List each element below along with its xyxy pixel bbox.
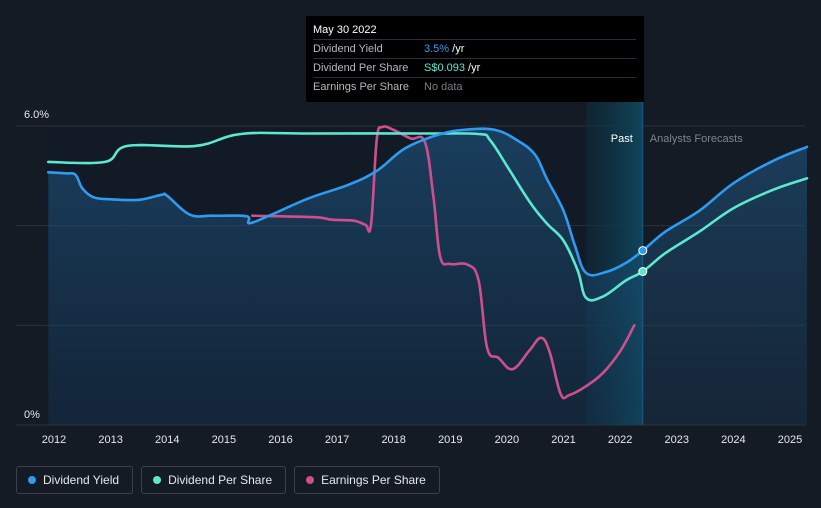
series-line-earnings-per-share (250, 125, 636, 400)
x-tick-label: 2015 (212, 434, 236, 446)
x-tick-label: 2013 (98, 434, 122, 446)
tooltip-value-number: 3.5% (424, 43, 450, 55)
legend-label: Dividend Per Share (168, 473, 273, 487)
past-label: Past (611, 133, 633, 145)
x-tick-label: 2018 (381, 434, 405, 446)
x-tick-label: 2019 (438, 434, 462, 446)
y-tick-label: 6.0% (24, 109, 49, 121)
tooltip-value-number: S$0.093 (424, 62, 465, 74)
tooltip-value-suffix: /yr (449, 43, 465, 55)
tooltip-value: No data (424, 78, 463, 96)
legend-label: Dividend Yield (43, 473, 120, 487)
forecast-label: Analysts Forecasts (650, 133, 743, 145)
legend-dot-icon (28, 476, 36, 484)
marker-dot (638, 267, 648, 277)
x-tick-label: 2014 (155, 434, 179, 446)
x-tick-label: 2024 (721, 434, 745, 446)
x-tick-label: 2017 (325, 434, 349, 446)
legend-dot-icon (153, 476, 162, 484)
x-tick-label: 2016 (268, 434, 292, 446)
marker-dot (638, 246, 648, 256)
tooltip-value: 3.5% /yr (424, 40, 464, 58)
x-tick-label: 2022 (608, 434, 632, 446)
tooltip-date: May 30 2022 (313, 24, 377, 36)
series-line-dividend-per-share (47, 131, 809, 302)
legend-dot-icon (306, 476, 315, 484)
x-tick-label: 2021 (551, 434, 575, 446)
tooltip-label: Earnings Per Share (313, 81, 409, 93)
tooltip-label: Dividend Yield (313, 43, 383, 55)
x-tick-label: 2012 (42, 434, 66, 446)
series-area-0 (48, 128, 808, 425)
legend-item-dividend-yield[interactable]: Dividend Yield (16, 466, 134, 494)
legend-label: Earnings Per Share (321, 473, 426, 487)
y-tick-label: 0% (24, 409, 40, 421)
x-tick-label: 2023 (665, 434, 689, 446)
tooltip-row-dividend-yield: Dividend Yield 3.5% /yr (313, 39, 636, 58)
tooltip-row-earnings-per-share: Earnings Per Share No data (313, 77, 636, 96)
legend: Dividend Yield Dividend Per Share Earnin… (16, 466, 440, 494)
x-tick-label: 2025 (778, 434, 802, 446)
legend-item-dividend-per-share[interactable]: Dividend Per Share (141, 466, 287, 494)
tooltip: May 30 2022 Dividend Yield 3.5% /yr Divi… (306, 16, 644, 102)
series-line-dividend-yield (47, 127, 809, 277)
tooltip-row-dividend-per-share: Dividend Per Share S$0.093 /yr (313, 58, 636, 77)
tooltip-label: Dividend Per Share (313, 62, 409, 74)
tooltip-value-number: No data (424, 81, 463, 93)
x-tick-label: 2020 (495, 434, 519, 446)
legend-item-earnings-per-share[interactable]: Earnings Per Share (294, 466, 440, 494)
tooltip-value: S$0.093 /yr (424, 59, 480, 77)
tooltip-value-suffix: /yr (464, 62, 481, 74)
